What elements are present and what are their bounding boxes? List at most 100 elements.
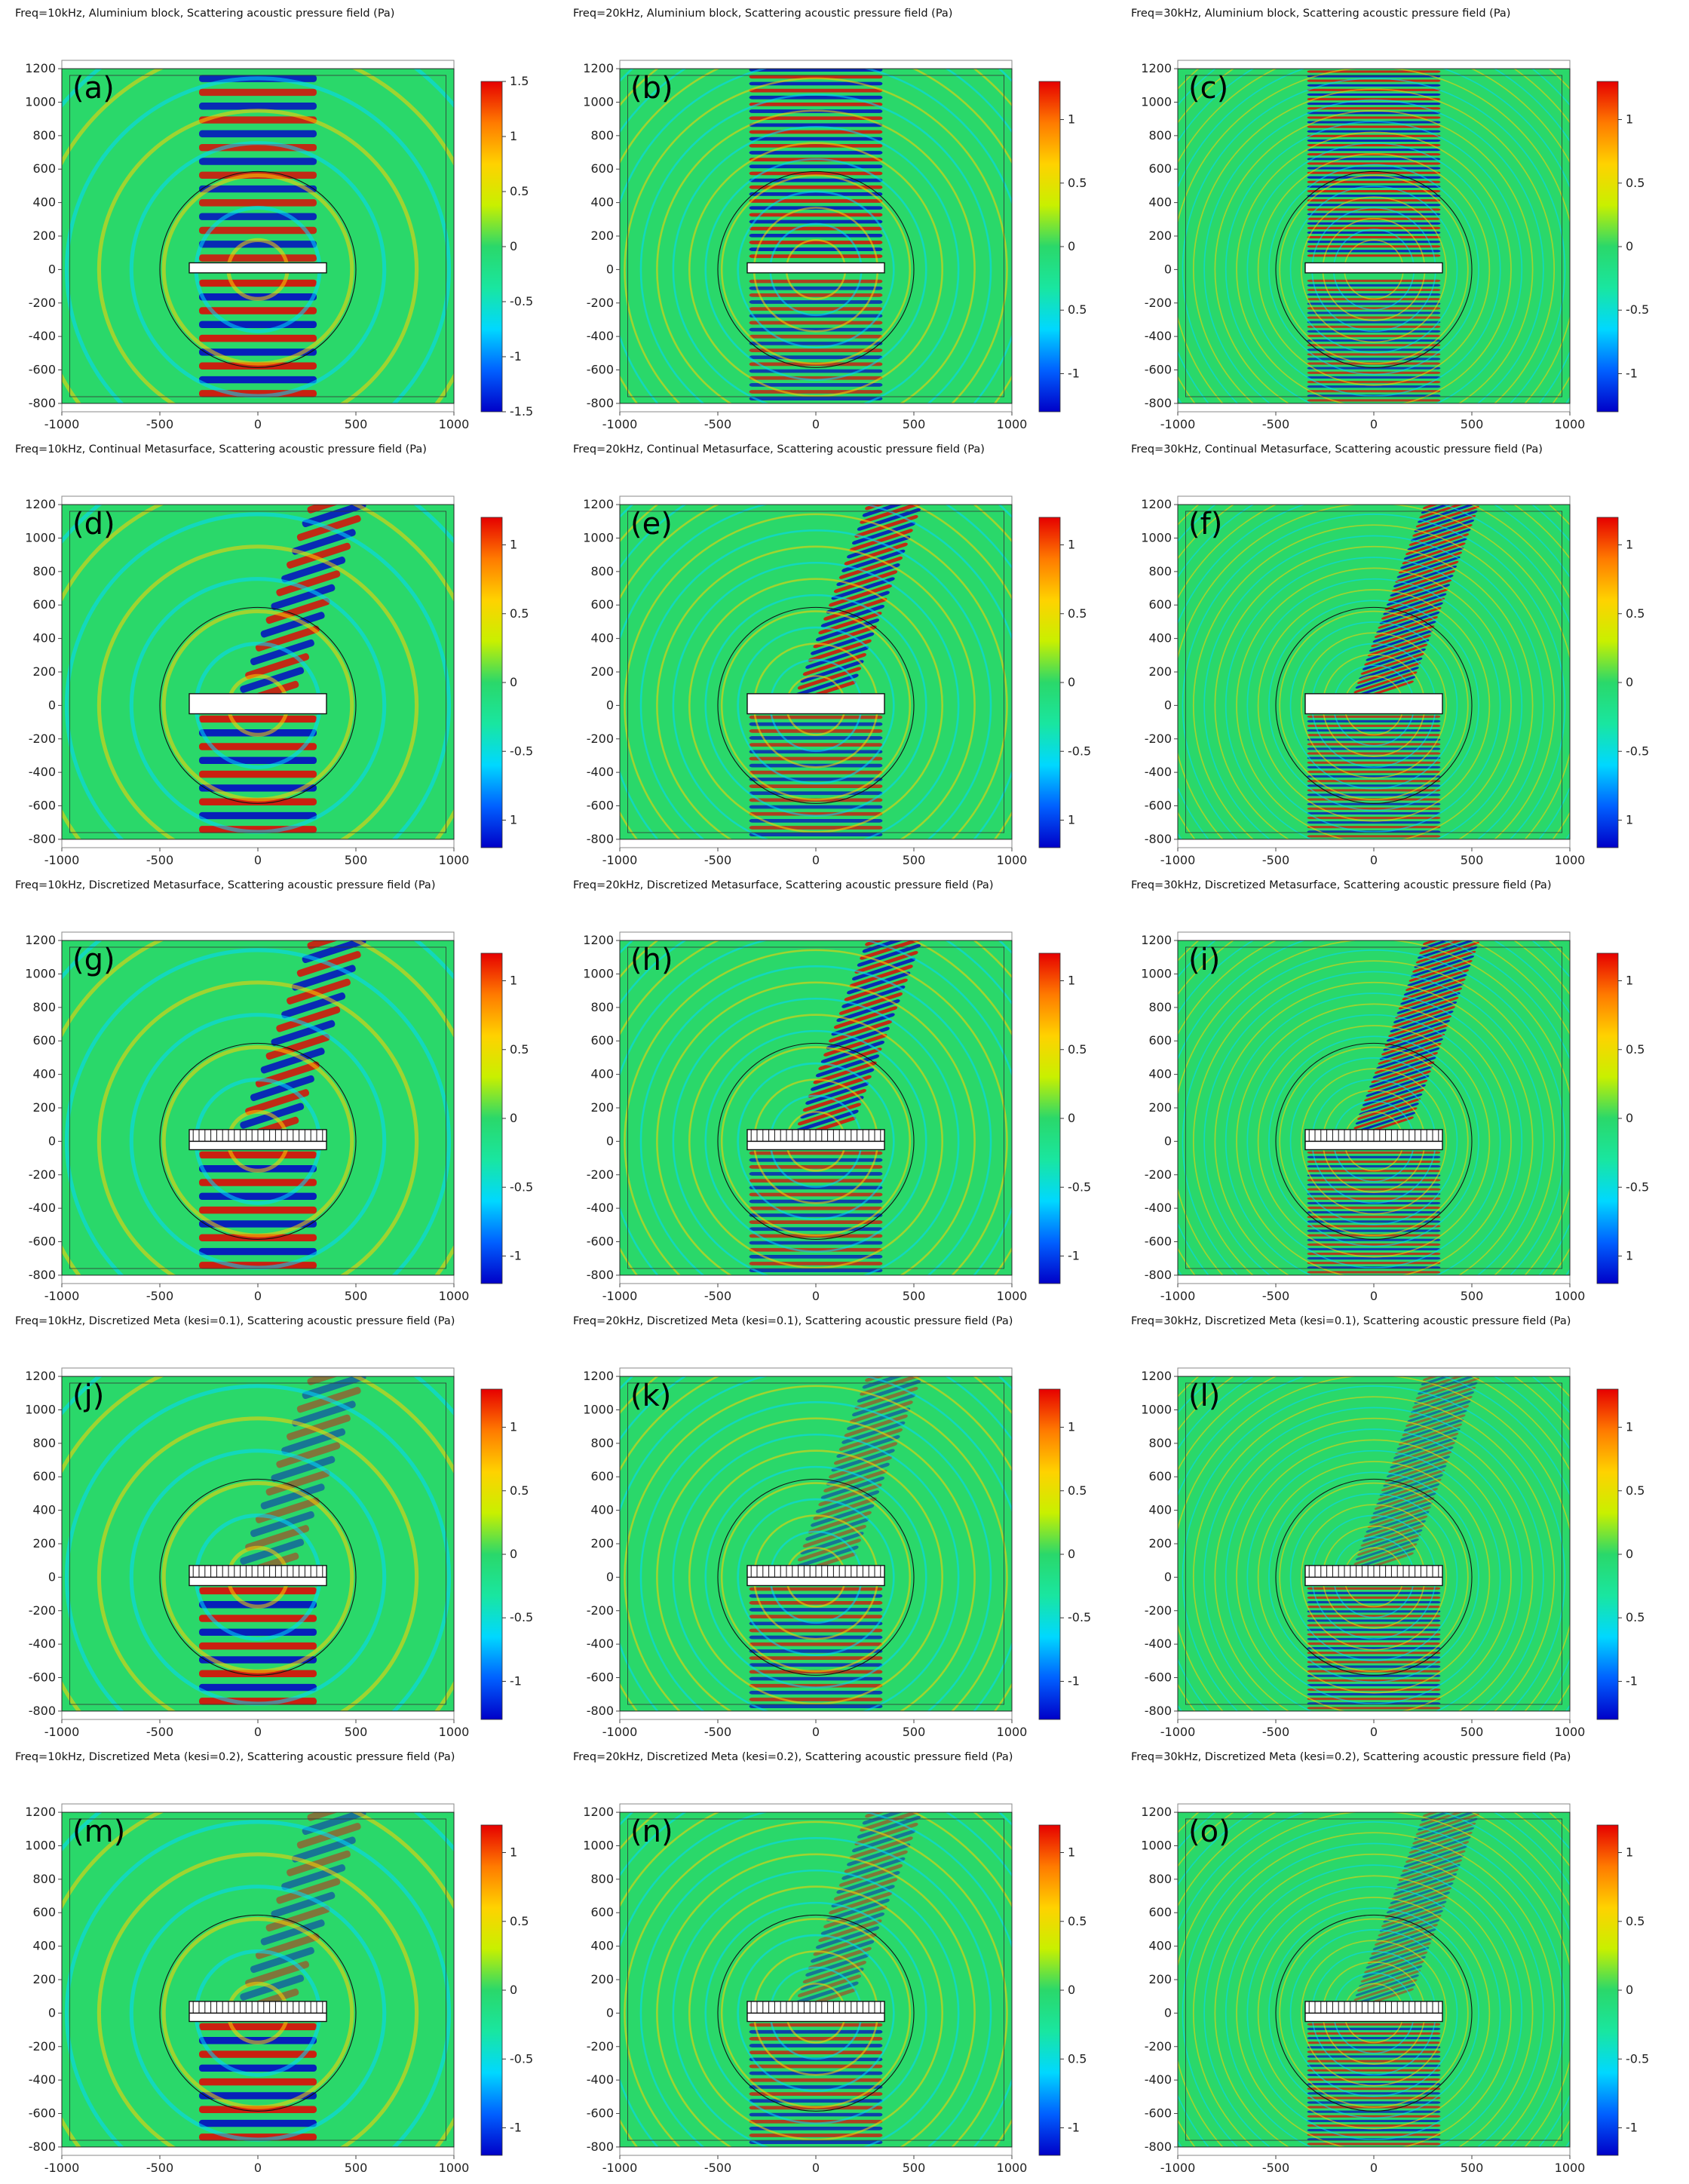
wave-band [1391, 1006, 1455, 1028]
colorbar-tick-label: 1 [510, 129, 517, 143]
pml-boundary [1185, 511, 1563, 833]
metasurface-slats [1305, 1129, 1442, 1143]
wave-band [749, 219, 883, 224]
wave-band [1391, 1878, 1455, 1900]
panel-label: (a) [72, 71, 115, 106]
colorbar-tick-label: 0 [510, 1983, 517, 1997]
y-tick-label: 200 [32, 1100, 56, 1115]
colorbar-tick-label: -1 [510, 1249, 522, 1263]
wave-band [1390, 1011, 1454, 1032]
y-tick-label: 0 [1164, 1569, 1172, 1584]
x-tick-label: 500 [345, 1725, 368, 1739]
wave-band [199, 2051, 317, 2058]
y-tick-label: 1000 [25, 966, 56, 980]
y-tick-label: -600 [587, 1670, 614, 1685]
wave-band [1410, 519, 1475, 541]
wave-band [749, 390, 883, 394]
wave-band [199, 321, 317, 329]
wave-band [1307, 784, 1441, 787]
y-tick-label: 1000 [25, 94, 56, 109]
wave-ring [161, 1045, 354, 1238]
wave-band [749, 233, 883, 238]
wave-ring [1300, 1068, 1448, 1215]
wave-band [1374, 1488, 1438, 1510]
wave-band [1402, 978, 1466, 1001]
wave-band [1307, 293, 1441, 296]
wave-band [826, 1026, 890, 1050]
colorbar-tick-label: 0.5 [1068, 1042, 1087, 1057]
wave-band [302, 1812, 366, 1836]
wave-band [854, 1822, 918, 1845]
x-tick-label: -500 [1262, 1725, 1289, 1739]
scattered-rings [62, 505, 454, 839]
y-tick-label: 200 [1148, 1536, 1172, 1551]
wave-band [1395, 1432, 1459, 1455]
heatmap-plot: (f) -1000 -500 0 500 1000 -800 -600 -400 -200 0 200… [1141, 495, 1649, 867]
wave-band [1355, 1974, 1419, 1996]
wave-band [199, 1601, 317, 1609]
wave-ring [129, 1449, 387, 1706]
wave-band [749, 1206, 883, 1210]
scattered-rings [620, 940, 1012, 1275]
wave-band [1307, 775, 1441, 778]
wave-band [1307, 371, 1441, 374]
wave-ring [1279, 610, 1469, 801]
wave-band [199, 798, 317, 805]
scatterer-block [1304, 262, 1443, 274]
wave-band [1307, 250, 1441, 253]
y-tick-label: -200 [29, 2039, 56, 2054]
x-tick-label: 0 [812, 1725, 820, 1739]
wave-band [1388, 1451, 1452, 1474]
wave-band [1421, 940, 1485, 950]
wave-ring [1289, 1057, 1458, 1225]
wave-band [1393, 1001, 1458, 1023]
y-tick-label: 1000 [583, 966, 614, 980]
y-tick-label: 400 [32, 1939, 56, 1953]
wave-band [1371, 1933, 1435, 1955]
wave-band [199, 2106, 317, 2113]
y-tick-label: 0 [606, 262, 614, 276]
y-tick-label: 400 [590, 1939, 614, 1953]
colorbar-tick-label: 1 [1068, 813, 1075, 827]
colorbar-tick-label: 0.5 [1068, 176, 1087, 190]
colorbar-tick-label: 1 [510, 538, 517, 552]
y-tick-label: -800 [1145, 396, 1172, 410]
wave-band [1307, 807, 1441, 810]
wave-band [749, 1690, 883, 1695]
y-tick-label: 1000 [25, 1838, 56, 1852]
scattered-rings [1178, 505, 1570, 839]
wave-band [302, 1376, 366, 1400]
wave-band [795, 1109, 859, 1133]
integration-circle [1275, 1042, 1473, 1240]
y-tick-label: -800 [29, 832, 56, 846]
wave-band [1307, 167, 1441, 170]
wave-band [1307, 1688, 1441, 1692]
wave-band [749, 2092, 883, 2096]
wave-band [1307, 399, 1441, 402]
y-tick-label: 1200 [583, 1805, 614, 1819]
wave-ring [1214, 1417, 1534, 1711]
wave-band [1376, 1483, 1440, 1505]
colorbar-tick-label: -1 [1068, 366, 1080, 380]
wave-band [749, 178, 883, 183]
wave-band [749, 95, 883, 100]
y-tick-label: -600 [1145, 363, 1172, 377]
wave-band [1403, 1845, 1467, 1868]
wave-ring [1203, 99, 1544, 403]
standing-wave-bands [1307, 1587, 1441, 1710]
y-tick-label: -200 [587, 2039, 614, 2054]
y-tick-label: 1000 [1141, 1838, 1172, 1852]
wave-band [1383, 1900, 1447, 1923]
panel-b: Freq=20kHz, Aluminium block, Scattering … [566, 5, 1123, 440]
integration-circle [717, 1042, 915, 1240]
wave-band [1307, 176, 1441, 179]
wave-band [250, 1511, 314, 1538]
wave-band [749, 348, 883, 352]
wave-band [833, 570, 898, 594]
x-tick-label: -1000 [602, 1725, 638, 1739]
transmitted-waves [792, 940, 929, 1140]
wave-band [811, 1504, 875, 1527]
wave-band [1307, 1257, 1441, 1260]
y-tick-label: 1200 [1141, 1369, 1172, 1383]
wave-band [1307, 2069, 1441, 2072]
